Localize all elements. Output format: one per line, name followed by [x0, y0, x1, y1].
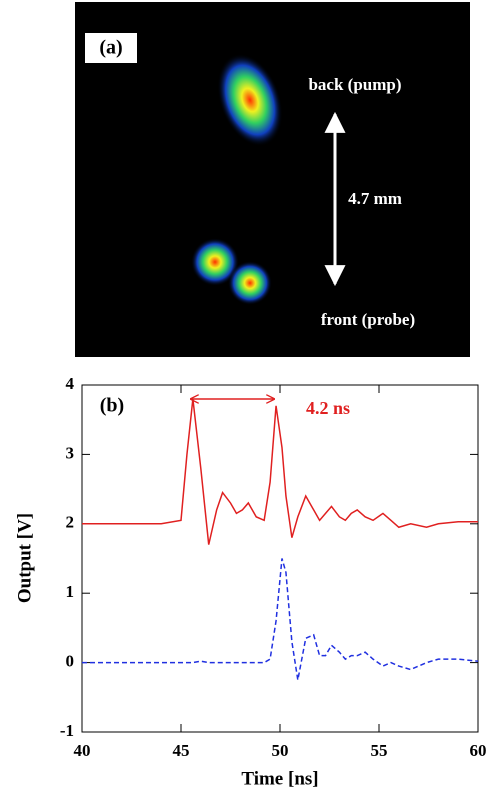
x-tick-label: 50: [272, 741, 289, 760]
y-tick-label: 3: [66, 443, 75, 462]
x-tick-label: 60: [470, 741, 487, 760]
y-tick-label: 4: [66, 374, 75, 393]
image-background: [75, 2, 470, 357]
y-tick-label: -1: [60, 721, 74, 740]
y-tick-label: 2: [66, 513, 75, 532]
label-box: [85, 33, 137, 63]
front-label: front (probe): [321, 310, 415, 329]
back-spot: [217, 53, 283, 147]
data-line: [82, 398, 478, 545]
panel-label: (b): [100, 395, 124, 417]
y-tick-label: 0: [66, 652, 75, 671]
y-tick-label: 1: [66, 582, 75, 601]
panel-label: (a): [99, 37, 122, 59]
distance-label: 4.7 mm: [348, 189, 402, 208]
front-spot: [228, 261, 272, 305]
x-tick-label: 45: [173, 741, 190, 760]
back-label: back (pump): [308, 75, 401, 94]
data-line: [82, 558, 479, 681]
x-tick-label: 40: [74, 741, 91, 760]
x-axis-label: Time [ns]: [241, 768, 318, 789]
y-axis-label: Output [V]: [14, 513, 35, 603]
front-spot: [191, 238, 239, 286]
annotation: 4.2 ns: [306, 398, 350, 418]
x-tick-label: 55: [371, 741, 388, 760]
